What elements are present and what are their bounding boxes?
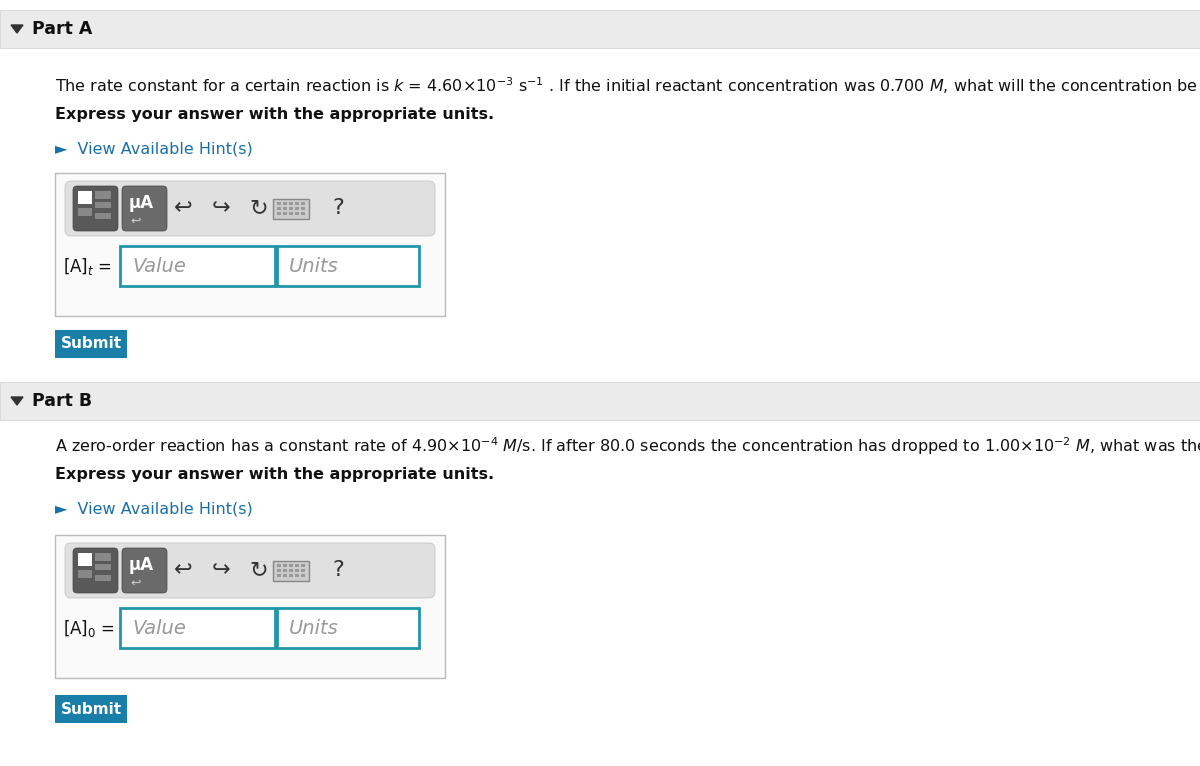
Bar [95,202,112,208]
Text: ↻: ↻ [250,561,269,581]
Text: ↩: ↩ [174,198,192,218]
Bar [301,569,305,572]
Polygon shape [11,25,23,33]
Text: A zero-order reaction has a constant rate of 4.90$\times$10$^{-4}$ $M$/s. If aft: A zero-order reaction has a constant rat… [55,435,1200,457]
Text: Submit: Submit [60,336,121,352]
Bar [283,569,287,572]
Bar [289,574,293,577]
Bar [0,10,1200,48]
Text: ?: ? [332,198,344,218]
Bar [277,212,281,215]
Bar [95,564,112,570]
Bar [301,574,305,577]
Text: Submit: Submit [60,702,121,716]
Bar [289,207,293,210]
Text: Part A: Part A [32,20,92,38]
FancyBboxPatch shape [73,186,118,231]
Bar [95,575,112,581]
Text: [A]$_0$ =: [A]$_0$ = [64,618,115,639]
Bar [289,564,293,567]
Bar [277,564,281,567]
FancyBboxPatch shape [65,543,436,598]
Bar [283,574,287,577]
Bar [289,569,293,572]
Bar [277,574,281,577]
Bar [283,202,287,205]
Text: ↩: ↩ [174,561,192,581]
Bar [295,207,299,210]
FancyBboxPatch shape [73,548,118,593]
Polygon shape [11,397,23,405]
Text: ►  View Available Hint(s): ► View Available Hint(s) [55,501,253,516]
Text: ?: ? [332,561,344,581]
Bar [289,212,293,215]
Bar [120,246,275,286]
Text: ↩: ↩ [130,577,140,590]
Bar [55,695,127,723]
Bar [289,202,293,205]
Bar [55,330,127,358]
Bar [301,202,305,205]
Text: μA: μA [130,556,154,574]
Text: Units: Units [289,257,338,276]
Bar [95,213,112,219]
Text: Express your answer with the appropriate units.: Express your answer with the appropriate… [55,107,494,122]
Text: ↪: ↪ [211,198,230,218]
Text: μA: μA [130,194,154,212]
FancyBboxPatch shape [65,181,436,236]
Text: Value: Value [132,257,186,276]
Bar [274,561,310,581]
Bar [301,212,305,215]
Bar [277,246,419,286]
Bar [78,570,92,578]
Bar [295,564,299,567]
Text: The rate constant for a certain reaction is $k$ = 4.60$\times$10$^{-3}$ s$^{-1}$: The rate constant for a certain reaction… [55,75,1200,96]
Bar [78,553,92,566]
FancyBboxPatch shape [122,186,167,231]
Bar [295,569,299,572]
Bar [55,173,445,316]
Text: ↻: ↻ [250,198,269,218]
Bar [274,199,310,219]
Bar [78,191,92,204]
Bar [295,202,299,205]
Bar [301,207,305,210]
Text: [A]$_t$ =: [A]$_t$ = [64,256,112,277]
Bar [277,202,281,205]
Bar [277,207,281,210]
Bar [283,564,287,567]
Bar [78,208,92,216]
Bar [295,574,299,577]
Bar [277,569,281,572]
Bar [277,608,419,648]
Text: ►  View Available Hint(s): ► View Available Hint(s) [55,141,253,156]
Text: ↪: ↪ [211,561,230,581]
Bar [283,212,287,215]
Bar [295,212,299,215]
Text: Units: Units [289,618,338,637]
Bar [95,553,112,561]
Bar [95,191,112,199]
Text: Part B: Part B [32,392,92,410]
Bar [283,207,287,210]
Bar [301,564,305,567]
Bar [120,608,275,648]
Text: Express your answer with the appropriate units.: Express your answer with the appropriate… [55,467,494,482]
Bar [0,382,1200,420]
Text: ↩: ↩ [130,214,140,228]
Bar [55,535,445,678]
FancyBboxPatch shape [122,548,167,593]
Text: Value: Value [132,618,186,637]
